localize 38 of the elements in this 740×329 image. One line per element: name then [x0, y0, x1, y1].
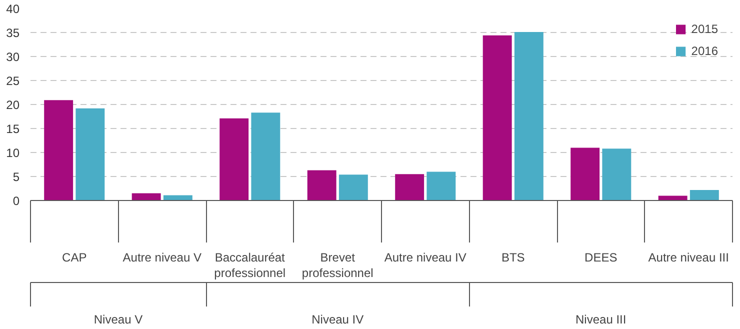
bar: [338, 174, 368, 200]
x-tick-label: DEES: [584, 250, 618, 264]
x-tick-label: Baccalauréat professionnel: [214, 250, 286, 280]
x-tick-label: BTS: [501, 250, 525, 264]
y-tick-label: 0: [12, 194, 20, 208]
bar: [44, 100, 74, 200]
bar: [251, 112, 280, 200]
x-tick-label: Autre niveau IV: [384, 250, 466, 264]
bar: [395, 174, 424, 200]
bar: [482, 35, 512, 200]
bar: [220, 118, 249, 200]
y-tick-label: 30: [6, 50, 20, 64]
bar: [307, 170, 336, 200]
bar: [426, 172, 456, 200]
text: Niveau III: [576, 312, 626, 326]
bar: [570, 148, 600, 200]
bar: [163, 195, 192, 200]
bar: [602, 148, 632, 200]
bar: [132, 193, 161, 200]
bar: [514, 32, 544, 200]
y-tick-label: 5: [12, 170, 20, 184]
y-tick-label: 40: [6, 2, 20, 16]
bar: [658, 196, 688, 200]
x-tick-label: CAP: [62, 250, 87, 264]
text: Niveau IV: [312, 312, 364, 326]
y-tick-label: 20: [6, 98, 20, 112]
legend-label: 2016: [691, 44, 718, 58]
x-tick-label: Autre niveau III: [648, 250, 729, 264]
y-tick-label: 35: [6, 26, 20, 40]
y-tick-label: 15: [6, 122, 20, 136]
x-tick-label: Autre niveau V: [122, 250, 202, 264]
y-tick-label: 25: [6, 74, 20, 88]
y-tick-label: 10: [6, 146, 20, 160]
text: Niveau V: [94, 312, 143, 326]
legend-label: 2015: [691, 22, 718, 36]
x-tick-label: Brevet professionnel: [302, 250, 374, 280]
bar: [690, 190, 719, 200]
bar: [76, 108, 105, 200]
